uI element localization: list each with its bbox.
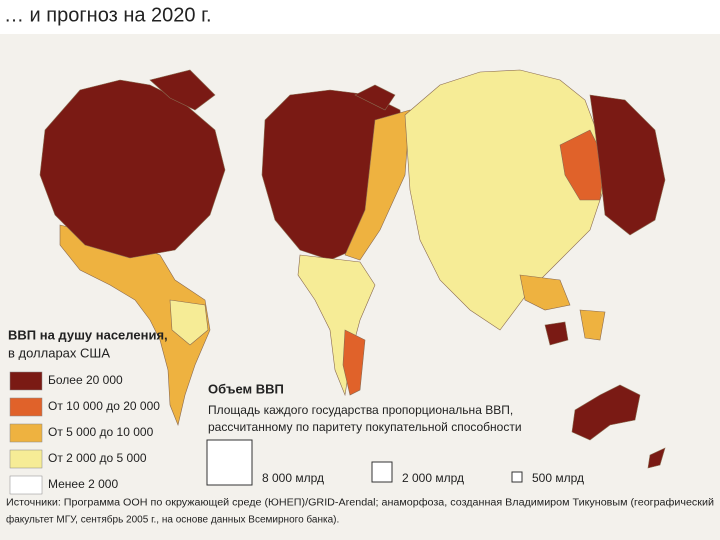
source-note: Источники: Программа ООН по окружающей с… <box>6 497 714 509</box>
volume-description: Площадь каждого государства пропорционал… <box>208 403 513 417</box>
map <box>39 69 666 469</box>
legend-swatch <box>9 449 43 469</box>
scale-label: 500 млрд <box>532 471 584 485</box>
scale-square <box>511 471 523 483</box>
legend-label: От 10 000 до 20 000 <box>48 399 160 413</box>
source-note: факультет МГУ, сентябрь 2005 г., на осно… <box>6 514 339 526</box>
legend-label: От 2 000 до 5 000 <box>48 451 147 465</box>
scale-square <box>371 461 393 483</box>
volume-legend: Объем ВВП Площадь каждого государства пр… <box>206 381 584 486</box>
volume-description: рассчитанному по паритету покупательной … <box>208 420 522 434</box>
legend-swatch <box>9 371 43 391</box>
scale-square <box>206 439 253 486</box>
legend-swatch <box>9 423 43 443</box>
legend-label: Более 20 000 <box>48 373 123 387</box>
page-title: … и прогноз на 2020 г. <box>4 4 212 26</box>
volume-title: Объем ВВП <box>208 381 284 396</box>
legend-label: Менее 2 000 <box>48 477 118 491</box>
scale-label: 8 000 млрд <box>262 471 324 485</box>
legend-title: ВВП на душу населения, <box>8 327 168 342</box>
legend-label: От 5 000 до 10 000 <box>48 425 154 439</box>
legend-swatch <box>9 397 43 417</box>
legend-title: в долларах США <box>8 345 110 360</box>
legend-swatch <box>9 475 43 495</box>
legend: ВВП на душу населения, в долларах США Бо… <box>8 327 168 495</box>
scale-label: 2 000 млрд <box>402 471 464 485</box>
